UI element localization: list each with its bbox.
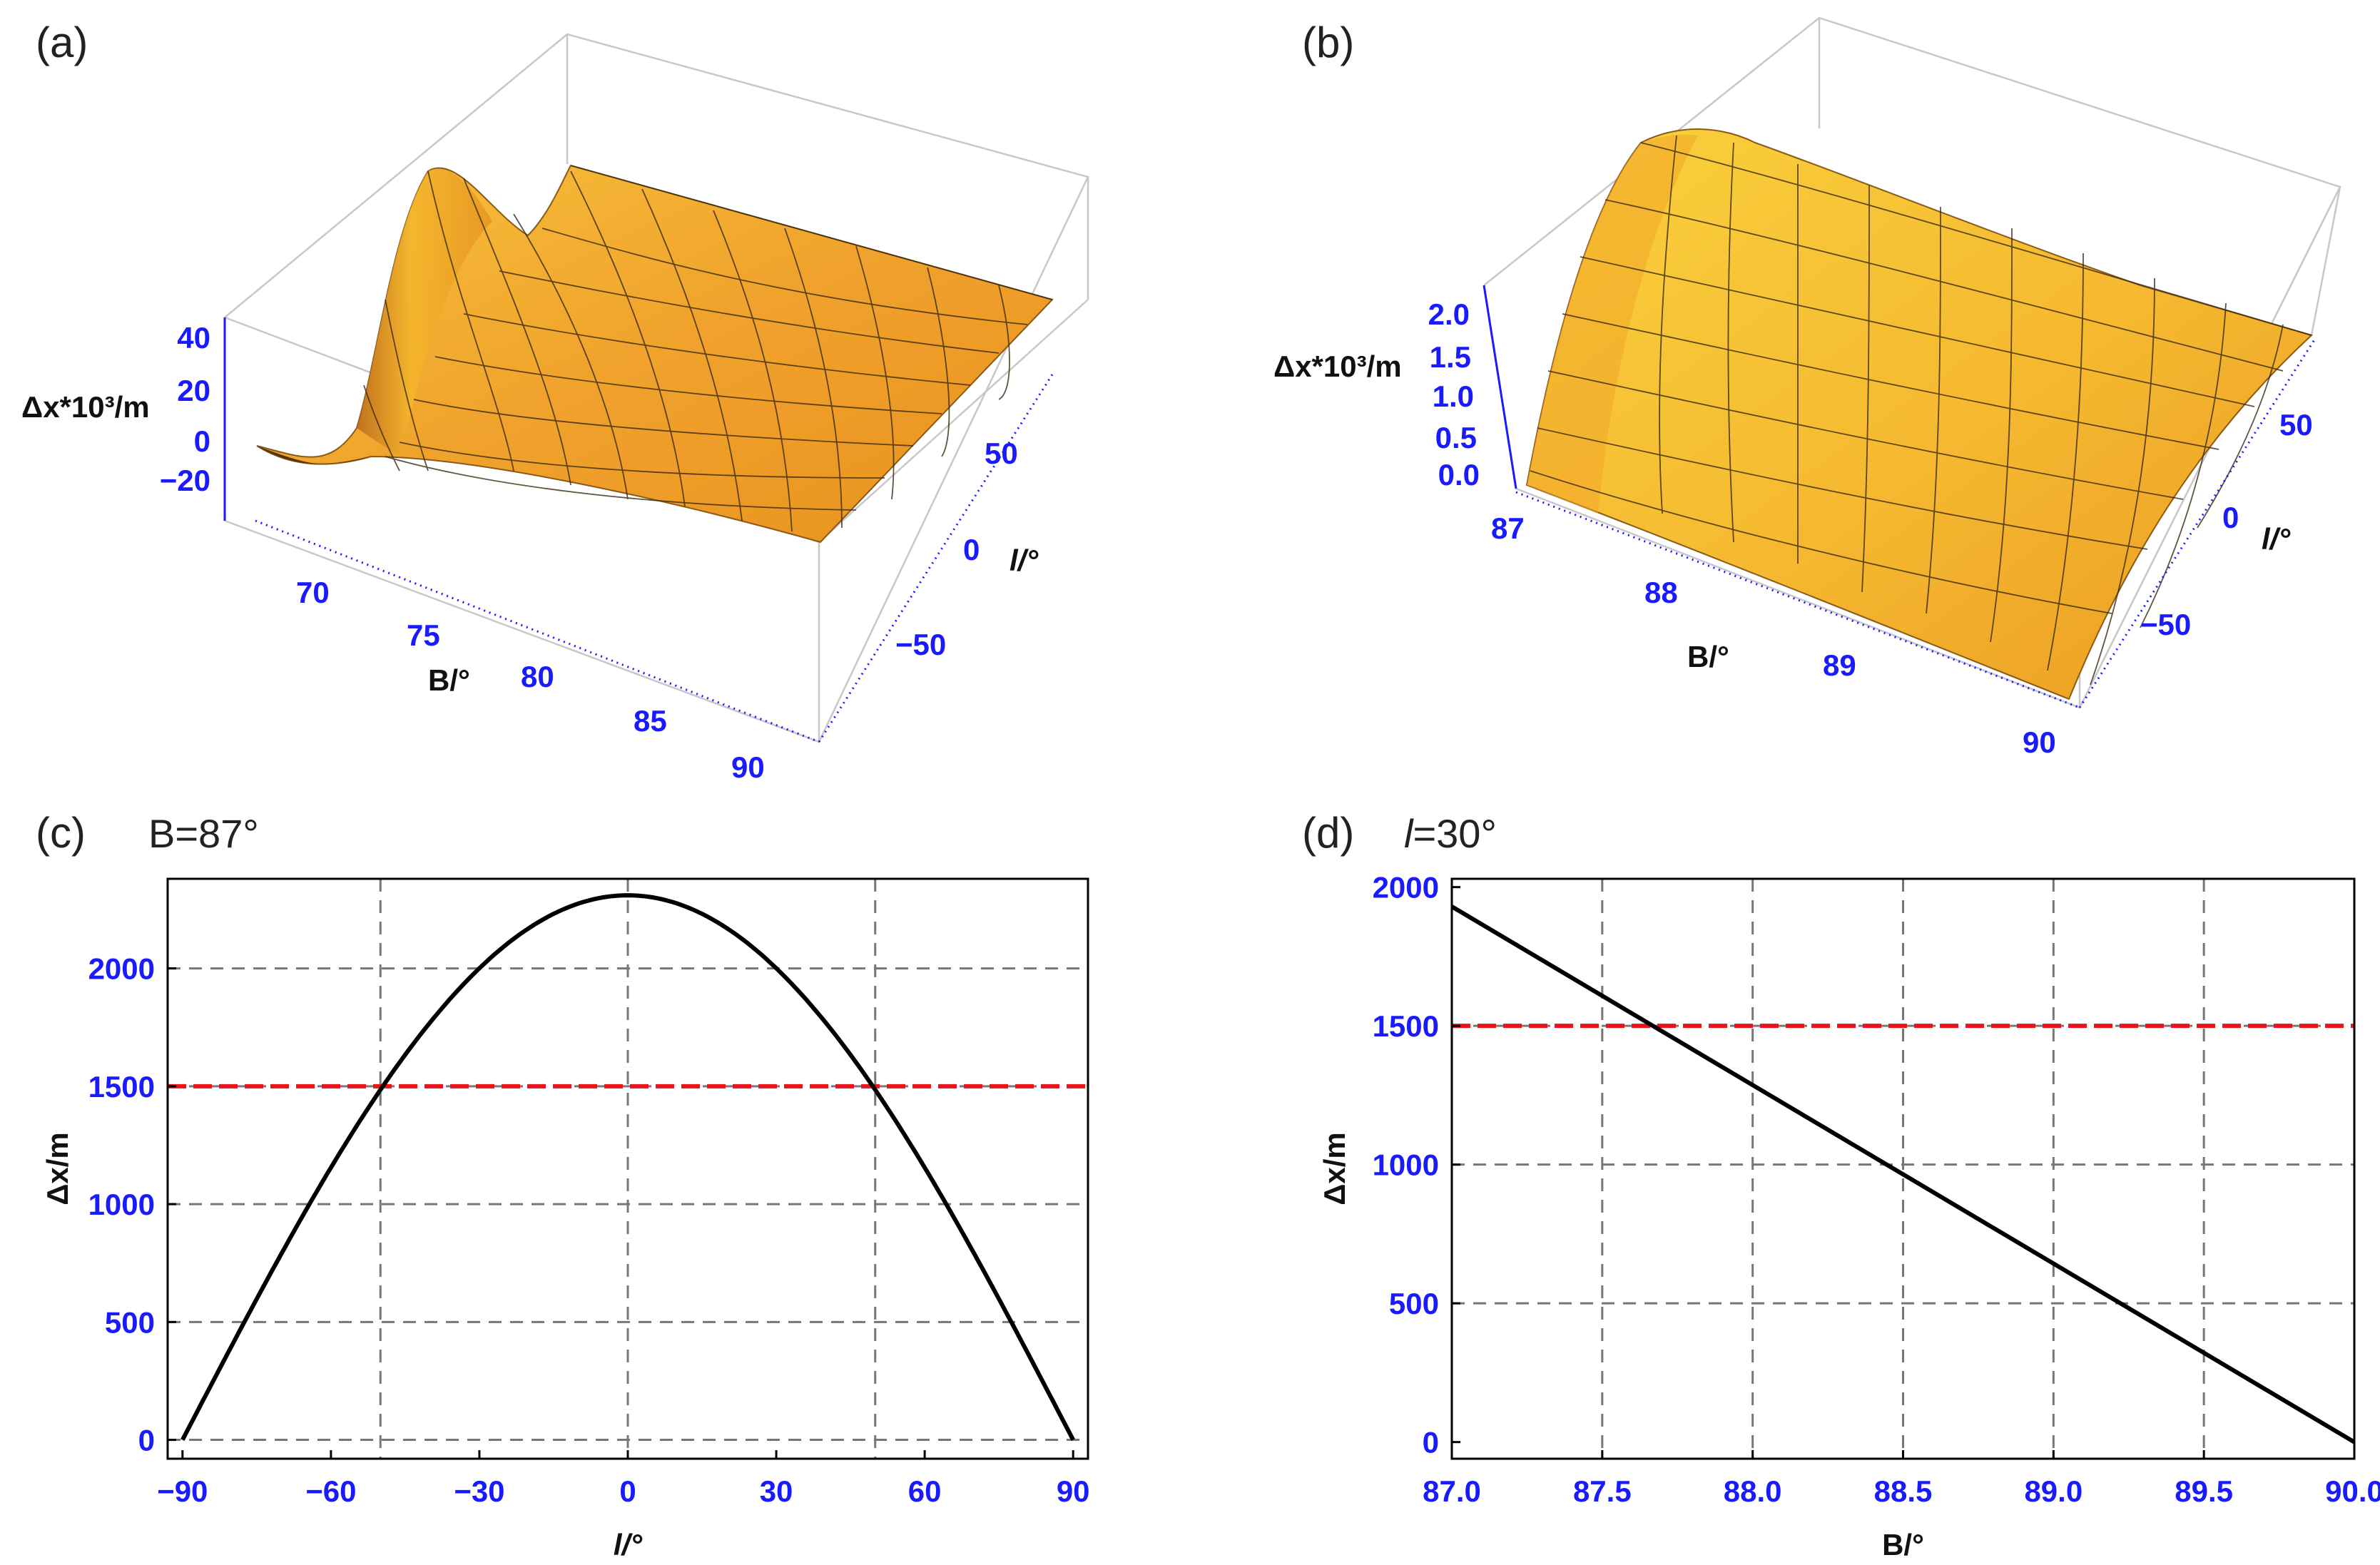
x-tick-label: 90 xyxy=(1057,1474,1090,1508)
panel-a-y-tick: −50 xyxy=(895,628,946,661)
y-axis-label: Δx/m xyxy=(1318,1132,1351,1205)
x-tick-label: 89.0 xyxy=(2024,1474,2082,1508)
panel-b-x-tick: 90 xyxy=(2023,725,2056,759)
panel-b-z-tick: 0.5 xyxy=(1435,421,1477,454)
y-tick-label: 500 xyxy=(105,1305,155,1339)
x-axis-label: B/° xyxy=(1882,1528,1924,1561)
y-tick-label: 1000 xyxy=(88,1188,155,1221)
panel-c: (c) B=87° −90 −60 −30 0 30 60 90 0 500 1000 1500 20… xyxy=(36,809,1090,1561)
panel-a-surface xyxy=(256,164,1054,544)
panel-d-label: (d) xyxy=(1302,809,1354,857)
panel-b-label: (b) xyxy=(1302,19,1354,66)
panel-b-z-tick: 0.0 xyxy=(1438,458,1480,491)
panel-b-z-ticks: 2.0 1.5 1.0 0.5 0.0 xyxy=(1428,297,1480,491)
panel-c-chart: −90 −60 −30 0 30 60 90 0 500 1000 1500 2000 l/° Δx/m xyxy=(41,877,1090,1561)
panel-d-label-text: (d) xyxy=(1302,809,1354,857)
panel-b-y-label: l/° xyxy=(2262,522,2291,556)
panel-b-x-tick: 89 xyxy=(1823,648,1856,682)
panel-a-x-tick: 75 xyxy=(407,618,440,652)
x-tick-label: −90 xyxy=(157,1474,208,1508)
panel-a-z-ticks: 40 20 0 −20 xyxy=(160,321,210,497)
panel-b-y-ticks: 50 0 −50 xyxy=(2140,408,2313,641)
panel-b-x-label: B/° xyxy=(1687,640,1729,673)
x-tick-label: −60 xyxy=(305,1474,356,1508)
panel-b-y-tick: 0 xyxy=(2222,501,2239,534)
series-line xyxy=(1450,904,2356,1444)
panel-b-surface xyxy=(1525,128,2313,700)
panel-b-x-tick: 87 xyxy=(1491,511,1525,545)
y-tick-label: 1500 xyxy=(88,1070,155,1103)
panel-a-z-tick: 40 xyxy=(177,321,210,355)
x-tick-label: 87.0 xyxy=(1423,1474,1481,1508)
panel-c-title: B=87° xyxy=(148,811,259,856)
panel-b-mesh xyxy=(1530,135,2312,685)
panel-a-x-tick: 70 xyxy=(296,576,330,609)
panel-b-x-tick: 88 xyxy=(1644,576,1678,609)
panel-a-x-ticks: 70 75 80 85 90 xyxy=(296,576,765,784)
x-tick-label: 60 xyxy=(908,1474,942,1508)
panel-b-y-tick: −50 xyxy=(2140,608,2191,641)
panel-a-z-tick: 0 xyxy=(194,424,210,458)
panel-a-z-tick: −20 xyxy=(160,464,210,497)
panel-a-label: (a) xyxy=(36,19,88,66)
panel-a-x-tick: 90 xyxy=(731,750,765,784)
panel-b-z-tick: 1.5 xyxy=(1430,340,1471,374)
x-tick-label: 88.5 xyxy=(1874,1474,1933,1508)
panel-d-title-rest: =30° xyxy=(1413,811,1496,856)
panel-d-chart: 87.0 87.5 88.0 88.5 89.0 89.5 90.0 0 500 1000 1500… xyxy=(1318,871,2380,1561)
y-tick-label: 2000 xyxy=(1373,871,1439,904)
panel-a-x-tick: 80 xyxy=(521,660,554,693)
series-line xyxy=(180,893,1075,1441)
x-tick-label: 89.5 xyxy=(2175,1474,2233,1508)
x-tick-label: 87.5 xyxy=(1573,1474,1632,1508)
panel-a: (a) xyxy=(21,19,1089,784)
panel-b-y-tick: 50 xyxy=(2279,408,2313,442)
y-axis-label: Δx/m xyxy=(41,1132,74,1205)
x-axis-label: l/° xyxy=(614,1528,643,1561)
y-tick-label: 0 xyxy=(1423,1426,1439,1459)
panel-a-x-tick: 85 xyxy=(634,704,667,738)
panel-c-label: (c) xyxy=(36,809,86,857)
panel-b-z-tick: 2.0 xyxy=(1428,297,1470,331)
y-tick-label: 1500 xyxy=(1373,1009,1439,1043)
x-tick-label: 0 xyxy=(619,1474,636,1508)
x-tick-label: 90.0 xyxy=(2325,1474,2380,1508)
panel-d-title: l=30° xyxy=(1404,811,1497,856)
y-tick-label: 0 xyxy=(138,1424,155,1457)
panel-b-z-tick: 1.0 xyxy=(1433,379,1474,413)
panel-b-z-label: Δx*10³/m xyxy=(1273,350,1402,383)
y-tick-label: 500 xyxy=(1389,1287,1439,1320)
panel-a-mesh xyxy=(363,165,1053,532)
panel-b-x-ticks: 87 88 89 90 xyxy=(1491,511,2056,759)
panel-a-y-tick: 0 xyxy=(963,533,980,566)
y-tick-label: 1000 xyxy=(1373,1148,1439,1182)
panel-a-y-label: l/° xyxy=(1010,544,1039,577)
x-tick-label: −30 xyxy=(454,1474,504,1508)
panel-a-y-ticks: 50 0 −50 xyxy=(895,437,1018,661)
panel-a-y-tick: 50 xyxy=(985,437,1018,470)
x-tick-label: 30 xyxy=(760,1474,793,1508)
panel-d: (d) l=30° 87.0 87.5 88.0 88.5 89.0 89.5 90.0 0 5… xyxy=(1302,809,2380,1561)
panel-b: (b) xyxy=(1273,16,2341,759)
x-tick-label: 88.0 xyxy=(1724,1474,1782,1508)
panel-a-z-tick: 20 xyxy=(177,374,210,407)
panel-a-z-label: Δx*10³/m xyxy=(21,390,150,424)
panel-a-x-label: B/° xyxy=(428,663,470,697)
panel-d-title-var: l xyxy=(1404,811,1414,856)
y-tick-label: 2000 xyxy=(88,952,155,986)
